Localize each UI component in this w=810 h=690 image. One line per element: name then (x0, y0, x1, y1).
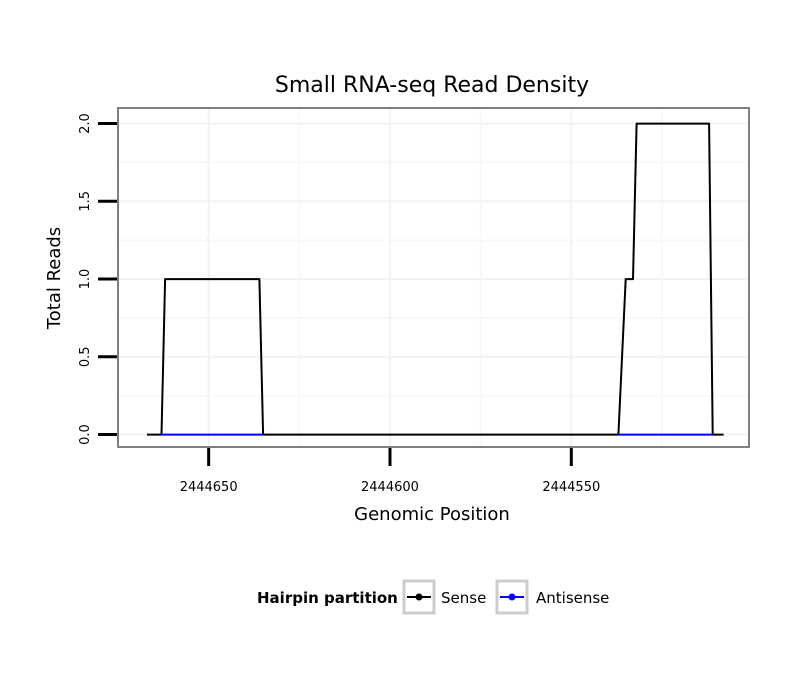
y-tick-label: 0.5 (78, 346, 93, 367)
x-tick-label: 2444650 (180, 480, 238, 495)
x-axis: 2444650 2444600 2444550 (180, 448, 600, 495)
series-layer (147, 122, 724, 436)
grid-lines (118, 108, 749, 447)
x-axis-title: Genomic Position (354, 504, 510, 525)
y-axis-title: Total Reads (44, 227, 65, 330)
plot-background (118, 108, 749, 447)
y-tick-label: 1.5 (78, 191, 93, 212)
y-tick-label: 1.0 (78, 269, 93, 290)
x-tick-label: 2444600 (361, 480, 419, 495)
legend: Hairpin partition Sense Antisense (257, 579, 609, 615)
legend-dot-sense (415, 593, 423, 601)
legend-item-sense: Sense (402, 579, 486, 615)
x-tick-label: 2444550 (542, 480, 600, 495)
legend-dot-antisense (508, 593, 516, 601)
y-tick-label: 2.0 (78, 113, 93, 134)
legend-label-sense: Sense (441, 589, 486, 607)
legend-title: Hairpin partition (257, 589, 398, 607)
series-line-sense (147, 122, 724, 436)
y-tick-label: 0.0 (78, 424, 93, 445)
legend-label-antisense: Antisense (536, 589, 609, 607)
y-axis: 0.0 0.5 1.0 1.5 2.0 (78, 113, 117, 445)
plot-border (117, 107, 750, 448)
legend-item-antisense: Antisense (495, 579, 609, 615)
chart-title: Small RNA-seq Read Density (275, 73, 589, 98)
